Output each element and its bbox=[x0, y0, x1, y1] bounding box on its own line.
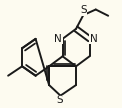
Text: N: N bbox=[54, 34, 62, 44]
Text: N: N bbox=[90, 34, 98, 44]
Text: S: S bbox=[56, 95, 63, 105]
Text: S: S bbox=[80, 5, 87, 15]
